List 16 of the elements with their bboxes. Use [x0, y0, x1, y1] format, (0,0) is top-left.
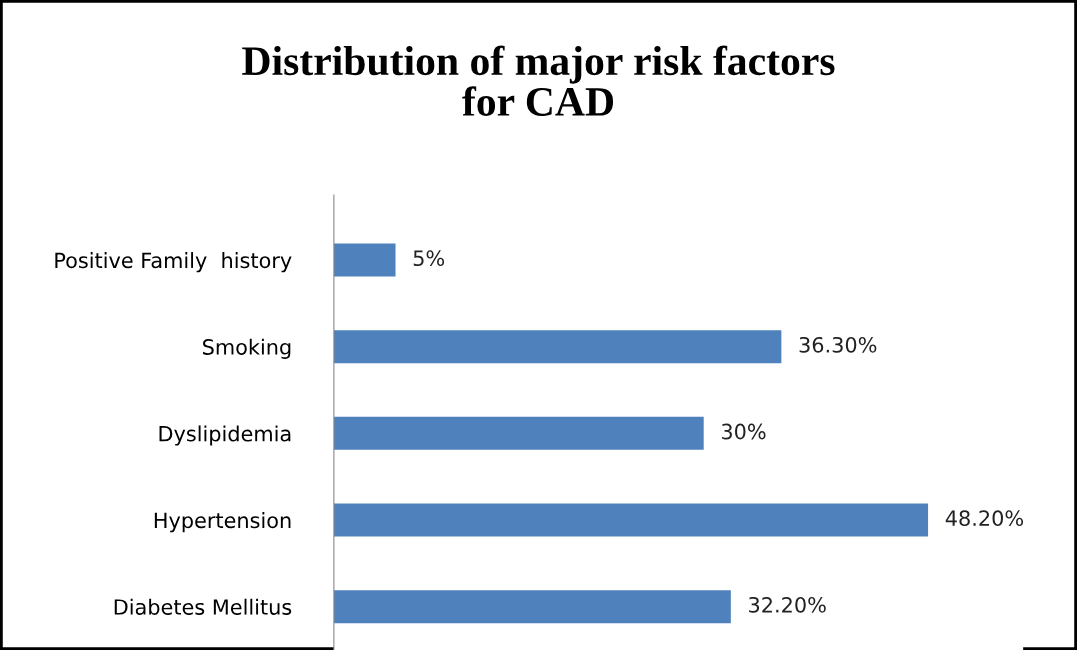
data-label: 32.20% — [749, 596, 826, 613]
y-tick-label: Smoking — [203, 338, 291, 359]
y-tick-label: Hypertension — [154, 512, 291, 533]
y-tick-label: Diabetes Mellitus — [114, 598, 292, 615]
bar — [333, 416, 704, 450]
data-label: 30% — [721, 423, 766, 440]
chart-title: Distribution of major risk factors for CAD — [242, 45, 835, 116]
y-tick-label: Positive Family history — [55, 252, 292, 273]
bar — [333, 503, 929, 537]
data-label: 5% — [413, 250, 445, 267]
y-tick-label: Dyslipidemia — [159, 425, 291, 446]
data-label: 48.20% — [945, 510, 1024, 527]
data-label: 36.30% — [799, 336, 877, 353]
bar — [333, 590, 731, 624]
bar — [333, 243, 396, 277]
bar — [333, 330, 782, 364]
